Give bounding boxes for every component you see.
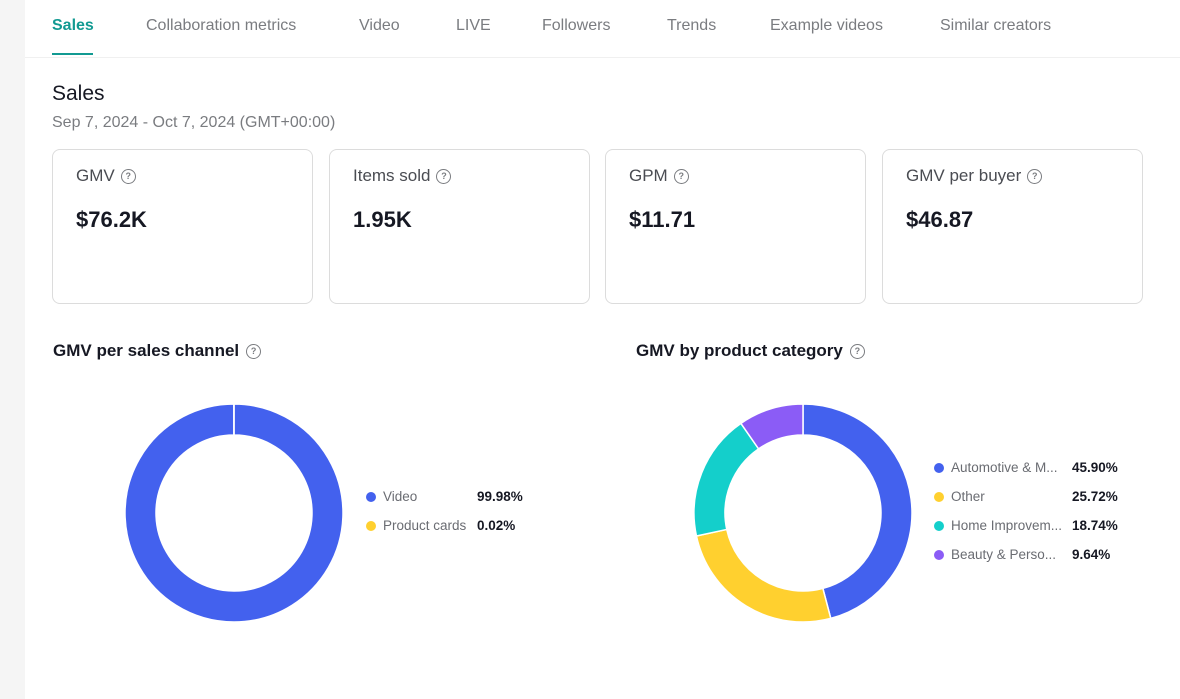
legend-label: Video (383, 489, 418, 504)
chart-title-text: GMV per sales channel (53, 341, 240, 360)
metric-value: $46.87 (906, 207, 974, 232)
tab-followers[interactable]: Followers (542, 17, 611, 34)
donut-slice-home-improvem[interactable] (693, 422, 760, 537)
legend-value: 18.74% (1072, 518, 1118, 533)
legend-label: Other (951, 489, 985, 504)
legend-value: 9.64% (1072, 547, 1111, 562)
help-icon[interactable]: ? (673, 168, 689, 184)
legend-value: 0.02% (477, 518, 516, 533)
legend-dot (934, 462, 944, 473)
legend-value: 25.72% (1072, 489, 1118, 504)
donut-slice-beauty-perso[interactable] (739, 403, 804, 450)
metric-label: Items sold (353, 166, 431, 185)
chart-title-text: GMV by product category (636, 341, 843, 360)
metric-value: 1.95K (353, 207, 412, 232)
metric-label: GPM (629, 166, 668, 185)
legend-dot (366, 491, 376, 502)
date-range: Sep 7, 2024 - Oct 7, 2024 (GMT+00:00) (52, 114, 336, 131)
donut-slice-automotive-m[interactable] (802, 403, 913, 620)
legend-item-automotive: Automotive & M... (934, 460, 1058, 475)
legend-value: 99.98% (477, 489, 523, 504)
legend-item-video: Video (366, 489, 417, 504)
legend-item-beauty: Beauty & Perso... (934, 547, 1056, 562)
help-icon[interactable]: ? (436, 168, 452, 184)
legend-label: Automotive & M... (951, 460, 1058, 475)
legend-item-product-cards: Product cards (366, 518, 466, 533)
legend-dot (934, 491, 944, 502)
metric-value: $76.2K (76, 207, 147, 232)
metric-card-gpm: GPM ? $11.71 (605, 149, 866, 304)
chart-title-product-category: GMV by product category ? (636, 341, 865, 361)
help-icon[interactable]: ? (1027, 168, 1043, 184)
legend-dot (366, 520, 376, 531)
legend-dot (934, 549, 944, 560)
section-title: Sales (52, 82, 105, 105)
metric-label: GMV (76, 166, 115, 185)
tab-example-videos[interactable]: Example videos (770, 17, 883, 34)
help-icon[interactable]: ? (120, 168, 136, 184)
metric-card-gmv-per-buyer: GMV per buyer ? $46.87 (882, 149, 1143, 304)
legend-label: Product cards (383, 518, 467, 533)
tab-sales[interactable]: Sales (52, 17, 94, 34)
tab-similar-creators[interactable]: Similar creators (940, 17, 1052, 34)
metric-card-items-sold: Items sold ? 1.95K (329, 149, 590, 304)
content-panel: Sales Collaboration metrics Video LIVE F… (25, 0, 1180, 699)
metric-card-gmv: GMV ? $76.2K (52, 149, 313, 304)
metric-label: GMV per buyer (906, 166, 1022, 185)
tab-bar: Sales Collaboration metrics Video LIVE F… (25, 0, 1180, 58)
donut-slice-other[interactable] (695, 528, 832, 623)
donut-slice-video[interactable] (124, 403, 344, 623)
legend-label: Home Improvem... (951, 518, 1063, 533)
tab-video[interactable]: Video (359, 17, 400, 34)
active-tab-indicator (52, 53, 93, 55)
donut-chart-sales-channel[interactable] (122, 401, 346, 625)
legend-label: Beauty & Perso... (951, 547, 1057, 562)
chart-title-sales-channel: GMV per sales channel ? (53, 341, 262, 361)
legend-value: 45.90% (1072, 460, 1118, 475)
donut-chart-product-category[interactable] (691, 401, 915, 625)
tab-trends[interactable]: Trends (667, 17, 717, 34)
tab-live[interactable]: LIVE (456, 17, 491, 34)
legend-item-home-improvement: Home Improvem... (934, 518, 1062, 533)
help-icon[interactable]: ? (849, 343, 865, 359)
legend-item-other: Other (934, 489, 985, 504)
legend-dot (934, 520, 944, 531)
tab-collaboration-metrics[interactable]: Collaboration metrics (146, 17, 297, 34)
metric-value: $11.71 (629, 207, 696, 232)
help-icon[interactable]: ? (246, 343, 262, 359)
